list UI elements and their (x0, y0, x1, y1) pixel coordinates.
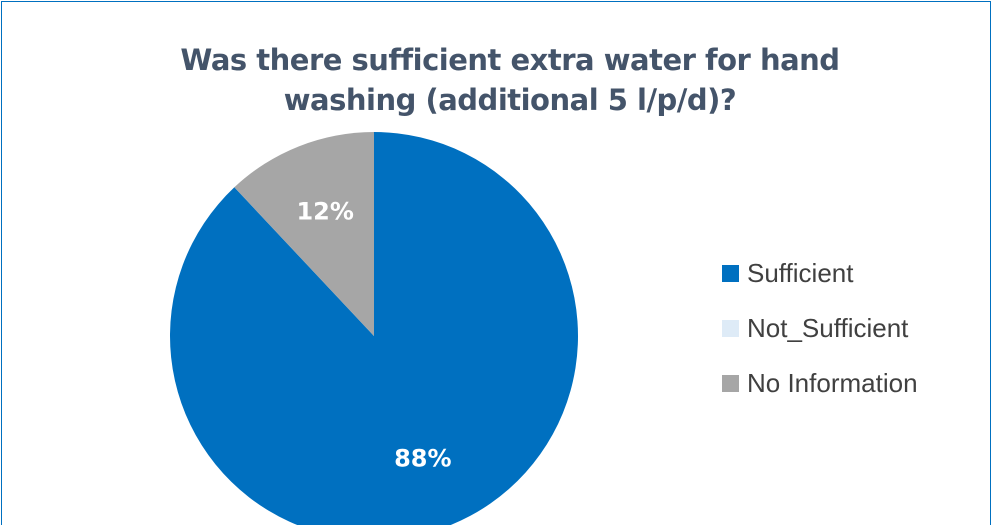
legend-swatch (722, 265, 739, 282)
legend-label: No Information (747, 368, 918, 398)
pie-slice-no-information (234, 132, 374, 336)
chart-legend: Sufficient Not_Sufficient No Information (722, 257, 918, 422)
legend-swatch (722, 320, 739, 337)
chart-title: Was there sufficient extra water for han… (180, 43, 840, 117)
legend-item-not-sufficient: Not_Sufficient (722, 312, 918, 345)
data-label-no-information: 12% (296, 198, 353, 226)
pie-data-labels: 88% 12% (296, 198, 451, 473)
pie-slices (169, 132, 578, 525)
data-label-sufficient: 88% (394, 444, 451, 472)
legend-item-sufficient: Sufficient (722, 257, 918, 290)
pie-slice-sufficient (169, 132, 578, 525)
legend-label: Sufficient (747, 258, 854, 288)
legend-item-no-information: No Information (722, 367, 918, 400)
legend-label: Not_Sufficient (747, 313, 909, 343)
legend-swatch (722, 375, 739, 392)
